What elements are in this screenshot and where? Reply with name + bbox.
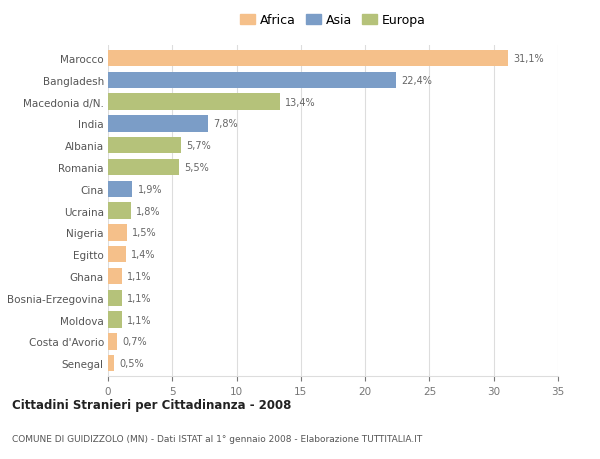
Text: 1,1%: 1,1%	[127, 271, 152, 281]
Bar	[108, 246, 126, 263]
Text: 13,4%: 13,4%	[286, 97, 316, 107]
Text: 0,7%: 0,7%	[122, 336, 147, 347]
Text: 1,1%: 1,1%	[127, 315, 152, 325]
Text: 1,1%: 1,1%	[127, 293, 152, 303]
Text: 1,5%: 1,5%	[133, 228, 157, 238]
Text: 5,5%: 5,5%	[184, 162, 209, 173]
Text: 31,1%: 31,1%	[513, 54, 544, 64]
Bar	[108, 225, 127, 241]
Text: 7,8%: 7,8%	[214, 119, 238, 129]
Legend: Africa, Asia, Europa: Africa, Asia, Europa	[238, 12, 428, 30]
Bar	[108, 181, 133, 197]
Bar	[108, 312, 122, 328]
Text: 1,8%: 1,8%	[136, 206, 161, 216]
Text: 1,9%: 1,9%	[137, 185, 162, 195]
Bar	[108, 355, 115, 371]
Bar	[108, 160, 179, 176]
Bar	[108, 94, 280, 111]
Text: 1,4%: 1,4%	[131, 250, 155, 260]
Text: 22,4%: 22,4%	[401, 76, 432, 86]
Bar	[108, 290, 122, 306]
Bar	[108, 73, 396, 89]
Bar	[108, 203, 131, 219]
Text: COMUNE DI GUIDIZZOLO (MN) - Dati ISTAT al 1° gennaio 2008 - Elaborazione TUTTITA: COMUNE DI GUIDIZZOLO (MN) - Dati ISTAT a…	[12, 434, 422, 442]
Bar	[108, 116, 208, 132]
Bar	[108, 138, 181, 154]
Text: Cittadini Stranieri per Cittadinanza - 2008: Cittadini Stranieri per Cittadinanza - 2…	[12, 398, 292, 412]
Text: 0,5%: 0,5%	[119, 358, 144, 368]
Bar	[108, 51, 508, 67]
Bar	[108, 268, 122, 285]
Text: 5,7%: 5,7%	[187, 141, 211, 151]
Bar	[108, 333, 117, 350]
